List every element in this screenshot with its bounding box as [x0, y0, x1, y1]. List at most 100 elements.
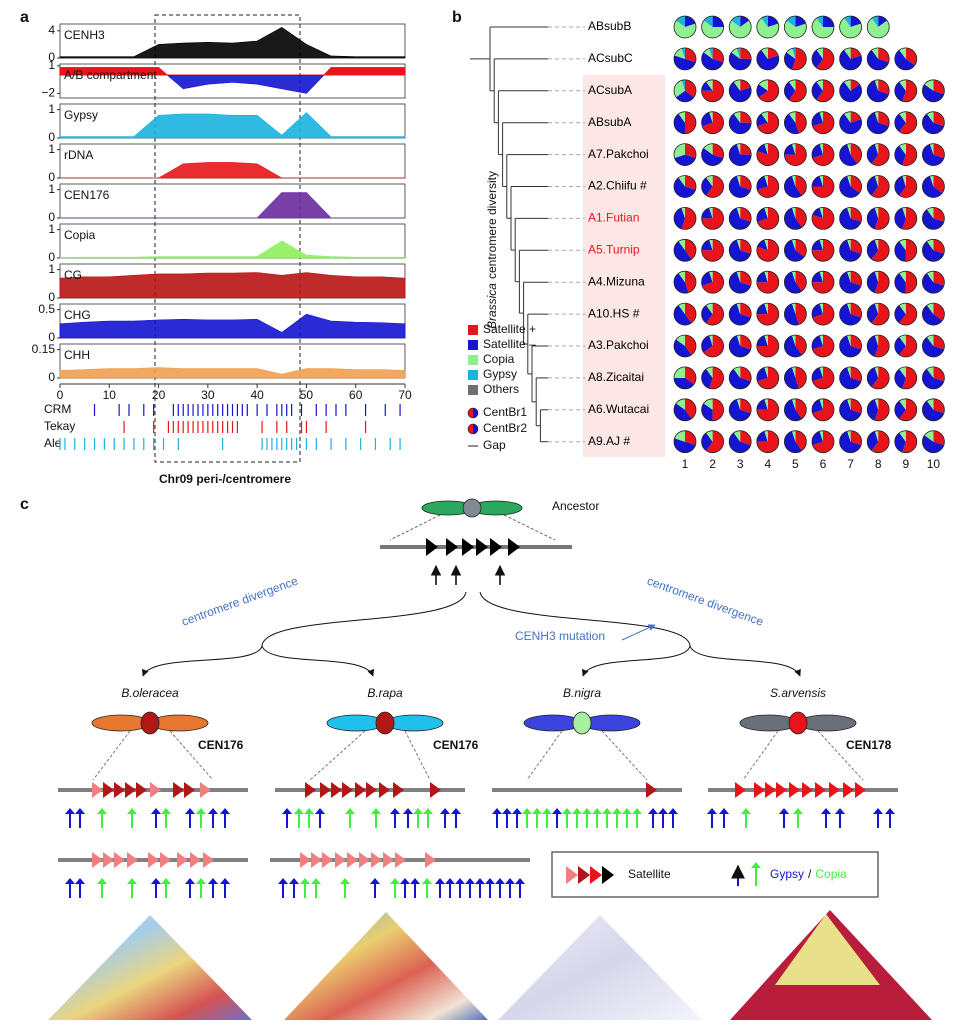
pie-slice [819, 143, 823, 155]
pie-slice [819, 207, 823, 219]
pie-outline [839, 302, 862, 326]
x-tick-label: 70 [398, 388, 412, 402]
taxon-label: A2.Chiifu # [588, 179, 647, 193]
legend-label: Gap [483, 438, 506, 452]
column-label: 5 [792, 457, 799, 471]
satellite-array [366, 782, 377, 798]
pie-slice [899, 175, 917, 198]
pie-slice [894, 50, 915, 70]
pie-slice [784, 113, 799, 134]
zoom-line [404, 730, 431, 781]
pie-slice [729, 52, 752, 70]
pie-slice [740, 111, 752, 123]
pie-slice [685, 335, 697, 355]
panel-label: a [20, 9, 29, 26]
satellite-array [754, 782, 765, 798]
pie-outline [866, 302, 890, 326]
pie-slice [922, 113, 944, 134]
annotation: CENH3 mutation [515, 629, 605, 643]
pie-slice [847, 239, 851, 251]
pie-outline [701, 302, 724, 326]
x-tick-label: 50 [300, 388, 314, 402]
pie-slice [729, 20, 752, 38]
pie-outline [922, 398, 945, 422]
legend-swatch [468, 340, 478, 350]
satellite-array [359, 852, 370, 868]
pie-outline [839, 398, 862, 422]
pie-slice [685, 366, 696, 385]
y-tick-label: 0.15 [32, 342, 56, 356]
panel-label: b [452, 9, 462, 26]
track-name: A/B compartment [64, 68, 157, 82]
pie-slice [905, 239, 917, 262]
pie-slice [933, 79, 945, 95]
te-arrowhead [779, 808, 789, 814]
pie-slice [899, 111, 906, 123]
pie-outline [811, 398, 835, 422]
pie-slice [899, 398, 906, 410]
te-arrowhead [873, 808, 883, 814]
pie-outline [866, 15, 890, 39]
legend-swatch [468, 325, 478, 335]
legend-swatch [467, 423, 479, 435]
te-arrowhead [127, 808, 137, 814]
pie-slice [676, 90, 694, 102]
pie-slice [930, 175, 934, 187]
legend-label: Satellite + [483, 322, 536, 336]
pie-slice [795, 303, 807, 325]
pie-outline [866, 79, 890, 103]
satellite-array [829, 782, 840, 798]
pie-slice [709, 366, 724, 389]
pie-slice [850, 175, 862, 193]
pie-outline [673, 366, 697, 390]
heatmaps [48, 910, 932, 1020]
zoom-line [817, 730, 864, 781]
pie-slice [922, 369, 944, 389]
y-tick-label: 1 [48, 182, 55, 196]
pie-slice [839, 303, 862, 326]
pie-slice [902, 366, 917, 389]
pie-slice [922, 305, 943, 326]
legend-swatch [468, 408, 473, 418]
track-signal-positive [60, 67, 405, 76]
pie-slice [674, 366, 685, 378]
track-signal [59, 27, 406, 59]
pie-slice [871, 175, 890, 198]
te-arrowhead [492, 808, 502, 814]
pie-slice [756, 430, 779, 453]
pie-slice [701, 239, 713, 251]
y-tick-label: 1 [48, 58, 55, 72]
pie-slice [812, 143, 834, 166]
pie-outline [811, 270, 835, 294]
pie-slice [894, 241, 906, 262]
track-frame [59, 223, 406, 259]
pie-slice [922, 84, 944, 102]
pie-slice [740, 430, 752, 446]
pie-slice [792, 207, 796, 219]
pie-outline [922, 270, 945, 294]
te-arrowhead [658, 808, 668, 814]
pie-outline [673, 47, 697, 71]
pie-slice [709, 111, 713, 123]
pie-outline [922, 430, 945, 454]
pie-slice [867, 176, 879, 196]
pie-slice [736, 303, 741, 315]
pie-outline [922, 238, 945, 262]
pie-slice [792, 303, 796, 315]
pie-slice [812, 176, 823, 187]
satellite-array [802, 782, 813, 798]
pie-slice [756, 271, 779, 294]
pie-outline [866, 238, 890, 262]
pie-outline [728, 334, 752, 358]
pie-slice [812, 335, 834, 357]
pie-slice [731, 48, 741, 59]
te-arrowhead [532, 808, 542, 814]
pie-outline [756, 206, 780, 230]
pie-slice [792, 366, 796, 378]
satellite-array [184, 782, 195, 798]
pie-slice [681, 207, 697, 230]
pie-slice [902, 207, 906, 219]
pie-slice [784, 144, 796, 155]
pie-slice [678, 175, 685, 187]
